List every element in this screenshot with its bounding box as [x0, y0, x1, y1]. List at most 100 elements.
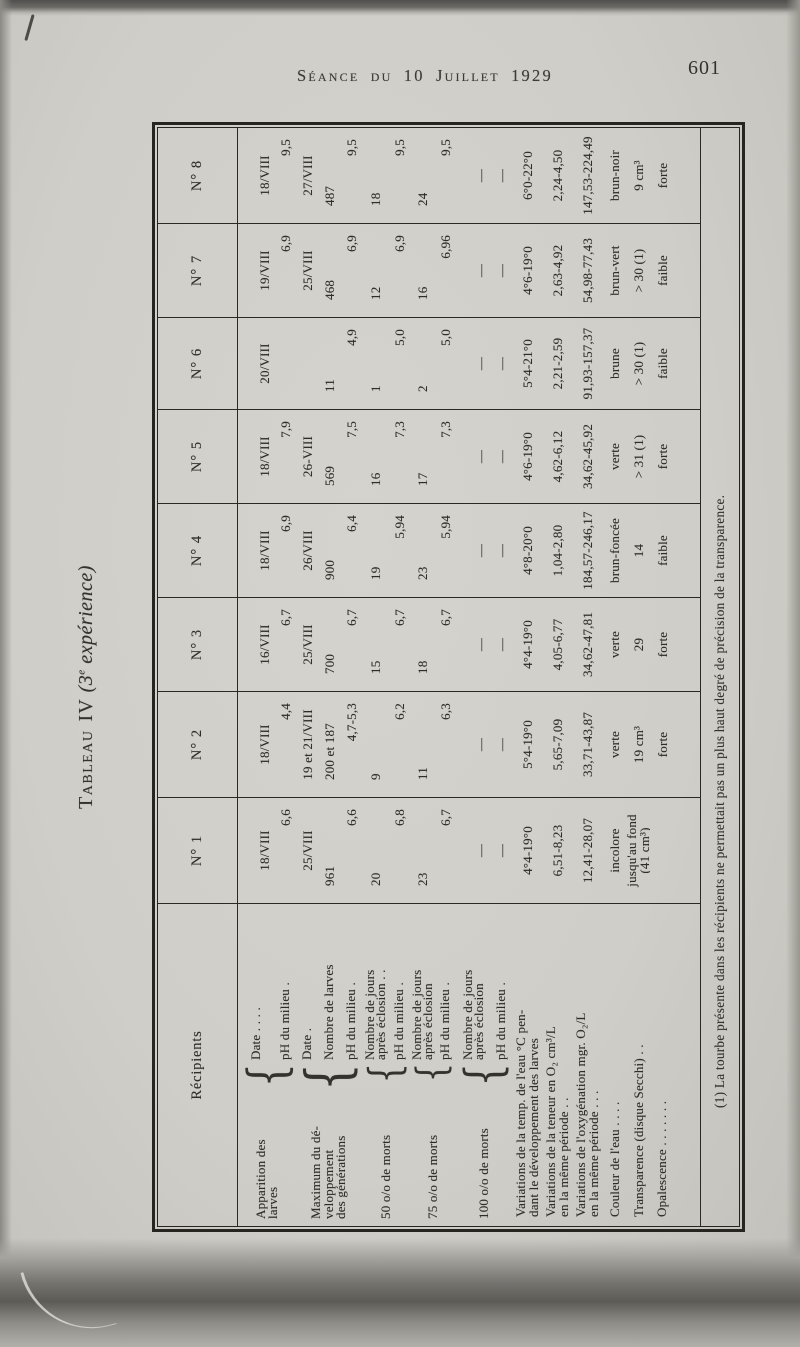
- table-cell: 6°0-22°0: [512, 128, 542, 224]
- table-cell: 9,5: [388, 128, 410, 224]
- table-cell: —: [456, 128, 490, 224]
- column-header: N° 2: [158, 692, 238, 798]
- table-cell: brun-foncée: [602, 504, 626, 598]
- table-cell: 4,7-5,3: [340, 692, 362, 798]
- row-group-label-cell: Maximum du dé- veloppement des génératio…: [296, 904, 362, 1226]
- table-cell: 18: [410, 598, 434, 692]
- table-cell: 9,5: [274, 128, 296, 224]
- row-group-label-cell: 100 o/o de morts {Nombre de jours après é…: [456, 904, 512, 1226]
- table-cell: —: [456, 692, 490, 798]
- table-cell: 17: [410, 410, 434, 504]
- table-cell: 569: [318, 410, 340, 504]
- table-cell: 19 et 21/VIII: [296, 692, 318, 798]
- table-cell: 6,7: [388, 598, 410, 692]
- table-cell: 468: [318, 224, 340, 318]
- table-title-word: Tableau: [74, 729, 97, 809]
- table-cell: 4°8-20°0: [512, 504, 542, 598]
- row-label: Transparence (disque Secchi) . .: [630, 1044, 646, 1217]
- scan-edge-left: [0, 0, 12, 1347]
- table-cell: 16: [410, 224, 434, 318]
- row-label: Opalescence . . . . . . .: [654, 1100, 669, 1217]
- page-number: 601: [688, 57, 721, 79]
- table-cell: brun-noir: [602, 128, 626, 224]
- table-cell: 19 cm³: [626, 692, 650, 798]
- table-cell: verte: [602, 598, 626, 692]
- row-group-label-cell: 50 o/o de morts {Nombre de jours après éc…: [362, 904, 410, 1226]
- table-cell: 25/VIII: [296, 598, 318, 692]
- table-cell: 7,3: [388, 410, 410, 504]
- table-cell: 20: [362, 798, 388, 904]
- table-cell: jusqu'au fond (41 cm³): [626, 798, 650, 904]
- pen-mark: [24, 14, 35, 41]
- table-cell: 6,9: [340, 224, 362, 318]
- table-cell: 20/VIII: [238, 318, 274, 410]
- sub-label: Nombre de jours après éclosion: [410, 969, 435, 1060]
- table-cell: 6,6: [274, 798, 296, 904]
- table-cell: 4,4: [274, 692, 296, 798]
- table-cell: > 30 (1): [626, 224, 650, 318]
- table-cell: 4,05-6,77: [542, 598, 572, 692]
- sub-label: pH du milieu .: [437, 982, 453, 1060]
- table-cell: 19: [362, 504, 388, 598]
- table-title-exp-open: (3: [74, 674, 97, 693]
- table-cell: 961: [318, 798, 340, 904]
- table-cell: [650, 798, 700, 904]
- sub-label: Date .: [299, 1027, 315, 1060]
- table-cell: 4°6-19°0: [512, 224, 542, 318]
- column-header: N° 3: [158, 598, 238, 692]
- table-cell: 6,8: [388, 798, 410, 904]
- table-cell: 12: [362, 224, 388, 318]
- table-cell: 23: [410, 504, 434, 598]
- table-cell: 5,94: [434, 504, 456, 598]
- table-cell: —: [490, 504, 512, 598]
- table-cell: 11: [410, 692, 434, 798]
- table-cell: 26/VIII: [296, 504, 318, 598]
- table-cell: [296, 318, 318, 410]
- table-cell: 54,98-77,43: [572, 224, 602, 318]
- table-cell: 16/VIII: [238, 598, 274, 692]
- table-cell: 23: [410, 798, 434, 904]
- table-cell: 16: [362, 410, 388, 504]
- table-cell: 24: [410, 128, 434, 224]
- table-cell: faible: [650, 224, 700, 318]
- table-cell: —: [490, 692, 512, 798]
- table-cell: —: [456, 798, 490, 904]
- table-cell: 9: [362, 692, 388, 798]
- row-group-label: 50 o/o de morts: [377, 1134, 393, 1219]
- table-cell: forte: [650, 410, 700, 504]
- table-cell: 6,7: [340, 598, 362, 692]
- column-header: N° 1: [158, 798, 238, 904]
- table-cell: 6,51-8,23: [542, 798, 572, 904]
- table-frame-inner-rule: Récipients N° 1 N° 2 N° 3 N° 4 N° 5 N° 6 N° 7 N°…: [157, 127, 740, 1227]
- table-cell: 11: [318, 318, 340, 410]
- brace-glyph: {: [410, 1063, 456, 1083]
- table-cell: 6,96: [434, 224, 456, 318]
- sub-label: pH du milieu .: [343, 982, 359, 1060]
- table-frame-outer-rule: Récipients N° 1 N° 2 N° 3 N° 4 N° 5 N° 6 N° 7 N°…: [152, 122, 745, 1232]
- table-cell: 4°4-19°0: [512, 598, 542, 692]
- table-cell: 2: [410, 318, 434, 410]
- footnote: (1) La tourbe présente dans les récipien…: [700, 128, 739, 1226]
- row-group-label-cell: Apparition des larves {Date . . . . pH du …: [238, 904, 296, 1226]
- table-cell: forte: [650, 128, 700, 224]
- table-cell: 15: [362, 598, 388, 692]
- table-cell: 487: [318, 128, 340, 224]
- sub-label: Nombre de jours après éclosion: [459, 969, 487, 1060]
- table-cell: 26-VIII: [296, 410, 318, 504]
- brace-glyph: {: [296, 1063, 362, 1091]
- table-cell: 5,65-7,09: [542, 692, 572, 798]
- table-cell: faible: [650, 504, 700, 598]
- brace-glyph: {: [362, 1063, 410, 1084]
- sub-label: pH du milieu .: [493, 982, 509, 1060]
- table-cell: 7,9: [274, 410, 296, 504]
- table-cell: —: [456, 504, 490, 598]
- table-cell: 4°4-19°0: [512, 798, 542, 904]
- table-cell: 27/VIII: [296, 128, 318, 224]
- table-cell: 7,5: [340, 410, 362, 504]
- table-title: Tableau IV (3e expérience): [62, 470, 110, 904]
- table-cell: > 31 (1): [626, 410, 650, 504]
- table-cell: —: [456, 598, 490, 692]
- table-cell: 6,9: [274, 504, 296, 598]
- table-cell: 5,0: [434, 318, 456, 410]
- row-label: Variations de la teneur en O₂ cm³/L en l…: [543, 1026, 571, 1217]
